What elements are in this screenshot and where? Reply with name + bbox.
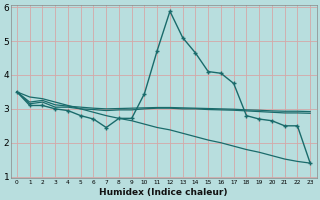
X-axis label: Humidex (Indice chaleur): Humidex (Indice chaleur) xyxy=(99,188,228,197)
